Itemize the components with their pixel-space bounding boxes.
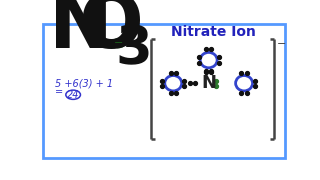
- Text: =: =: [55, 87, 66, 97]
- Text: 24: 24: [67, 90, 79, 100]
- Text: Nitrate Ion: Nitrate Ion: [171, 25, 256, 39]
- Text: N: N: [201, 74, 216, 92]
- Text: 3: 3: [116, 24, 152, 75]
- Text: N: N: [49, 0, 112, 64]
- Text: O: O: [78, 0, 143, 64]
- Text: −: −: [114, 38, 123, 48]
- Text: −: −: [277, 39, 287, 49]
- Text: 5 +6(3) + 1: 5 +6(3) + 1: [55, 79, 113, 89]
